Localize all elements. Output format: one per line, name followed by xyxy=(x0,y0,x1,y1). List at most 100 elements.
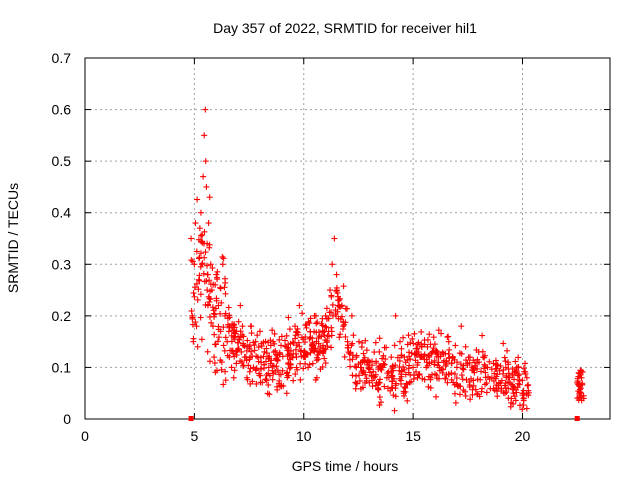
data-point xyxy=(376,379,383,386)
data-point xyxy=(198,238,205,245)
data-point xyxy=(270,370,277,377)
y-tick-label: 0.6 xyxy=(52,102,72,118)
data-point xyxy=(342,333,349,340)
data-point xyxy=(435,359,442,366)
y-tick-label: 0.2 xyxy=(52,308,72,324)
data-point xyxy=(442,362,449,369)
data-point xyxy=(463,376,470,383)
data-point xyxy=(361,354,368,361)
data-point xyxy=(348,312,355,319)
data-point xyxy=(511,393,518,400)
data-point xyxy=(230,374,237,381)
data-point xyxy=(207,261,214,268)
data-point xyxy=(376,362,383,369)
data-point xyxy=(515,372,522,379)
data-point xyxy=(193,248,200,255)
data-point xyxy=(401,366,408,373)
data-point xyxy=(204,287,211,294)
data-point xyxy=(211,341,218,348)
data-point xyxy=(483,389,490,396)
data-point xyxy=(301,339,308,346)
data-point xyxy=(404,397,411,404)
zero-marker xyxy=(188,416,194,421)
data-point xyxy=(369,383,376,390)
y-tick-labels: 0 0.1 0.2 0.3 0.4 0.5 0.6 0.7 xyxy=(52,50,72,427)
data-point xyxy=(345,344,352,351)
data-point xyxy=(425,383,432,390)
data-point xyxy=(191,284,198,291)
data-point xyxy=(220,381,227,388)
data-point xyxy=(302,360,309,367)
data-point xyxy=(401,384,408,391)
data-point xyxy=(523,390,530,397)
data-point xyxy=(352,385,359,392)
data-point xyxy=(215,334,222,341)
data-point xyxy=(432,349,439,356)
data-point xyxy=(233,352,240,359)
data-point xyxy=(465,354,472,361)
data-point xyxy=(392,362,399,369)
data-point xyxy=(444,334,451,341)
data-point xyxy=(312,345,319,352)
data-point xyxy=(438,330,445,337)
data-point xyxy=(516,402,523,409)
data-point xyxy=(452,399,459,406)
data-point xyxy=(324,343,331,350)
data-point xyxy=(228,347,235,354)
data-point xyxy=(523,405,530,412)
data-point xyxy=(279,367,286,374)
data-point xyxy=(222,377,229,384)
data-point xyxy=(433,393,440,400)
data-point xyxy=(231,321,238,328)
data-point xyxy=(243,357,250,364)
data-point xyxy=(293,342,300,349)
data-point xyxy=(430,334,437,341)
y-tick-label: 0.3 xyxy=(52,256,72,272)
data-point xyxy=(285,361,292,368)
data-point xyxy=(204,271,211,278)
data-point xyxy=(513,389,520,396)
data-point xyxy=(306,320,313,327)
data-point xyxy=(485,373,492,380)
data-point xyxy=(411,330,418,337)
data-point xyxy=(376,394,383,401)
data-point xyxy=(362,337,369,344)
data-point xyxy=(472,386,479,393)
data-point xyxy=(282,343,289,350)
data-point xyxy=(376,402,383,409)
x-tick-label: 20 xyxy=(515,428,531,444)
data-point xyxy=(333,271,340,278)
data-point xyxy=(247,380,254,387)
data-point xyxy=(226,312,233,319)
y-tick-label: 0 xyxy=(63,411,71,427)
data-point xyxy=(336,297,343,304)
data-point xyxy=(212,305,219,312)
data-point xyxy=(407,356,414,363)
data-point xyxy=(210,281,217,288)
data-point xyxy=(224,352,231,359)
data-point xyxy=(222,275,229,282)
data-point xyxy=(278,342,285,349)
y-tick-label: 0.1 xyxy=(52,359,72,375)
data-point xyxy=(298,347,305,354)
data-point xyxy=(359,358,366,365)
data-point xyxy=(213,274,220,281)
data-point xyxy=(391,342,398,349)
data-point xyxy=(204,262,211,269)
data-point xyxy=(293,328,300,335)
data-point xyxy=(233,360,240,367)
data-point xyxy=(206,194,213,201)
data-point xyxy=(466,382,473,389)
data-point xyxy=(249,353,256,360)
data-point xyxy=(317,344,324,351)
data-point xyxy=(248,330,255,337)
data-point xyxy=(211,354,218,361)
data-point xyxy=(381,383,388,390)
data-point xyxy=(356,377,363,384)
data-point xyxy=(421,351,428,358)
data-point xyxy=(246,342,253,349)
data-point xyxy=(394,354,401,361)
data-point xyxy=(188,307,195,314)
data-point xyxy=(242,353,249,360)
